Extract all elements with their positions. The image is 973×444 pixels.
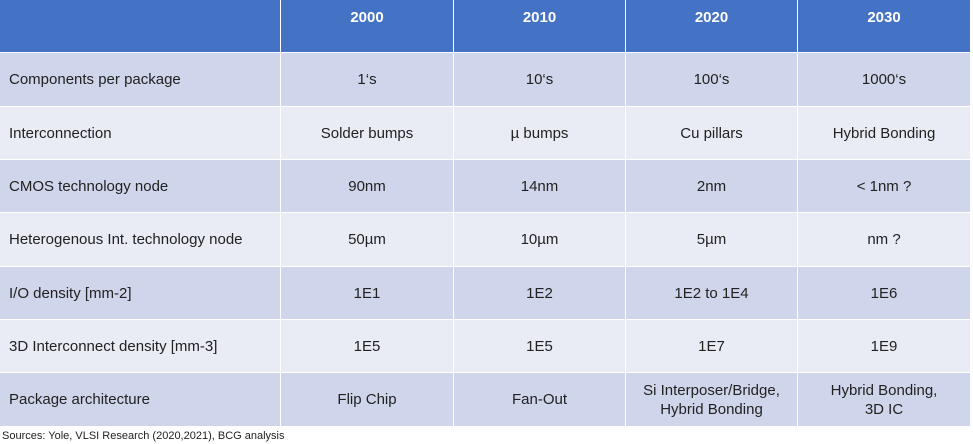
table-cell: 1E1 (281, 267, 453, 319)
header-cell: 2010 (454, 0, 625, 52)
table-cell: 1E5 (454, 320, 625, 372)
table-cell: Flip Chip (281, 373, 453, 426)
table-cell: 1E7 (626, 320, 797, 372)
table-cell: 1E2 to 1E4 (626, 267, 797, 319)
table-cell: 1E2 (454, 267, 625, 319)
table-cell: µ bumps (454, 107, 625, 159)
table-cell: nm ? (798, 213, 970, 266)
row-label: Heterogenous Int. technology node (0, 213, 280, 266)
table-cell: 50µm (281, 213, 453, 266)
table-cell: 90nm (281, 160, 453, 212)
table-cell: 1‘s (281, 53, 453, 106)
table-cell: 10µm (454, 213, 625, 266)
row-label: Components per package (0, 53, 280, 106)
row-label: CMOS technology node (0, 160, 280, 212)
table-cell: 5µm (626, 213, 797, 266)
table-cell: Hybrid Bonding (798, 107, 970, 159)
footnote: Sources: Yole, VLSI Research (2020,2021)… (2, 430, 285, 442)
table-cell: < 1nm ? (798, 160, 970, 212)
row-label: 3D Interconnect density [mm-3] (0, 320, 280, 372)
table-cell: Cu pillars (626, 107, 797, 159)
table-cell: 2nm (626, 160, 797, 212)
table-cell: 1E5 (281, 320, 453, 372)
table-cell: Fan-Out (454, 373, 625, 426)
table-cell: 1000‘s (798, 53, 970, 106)
table-cell: 10‘s (454, 53, 625, 106)
header-cell: 2030 (798, 0, 970, 52)
row-label: I/O density [mm-2] (0, 267, 280, 319)
header-corner (0, 0, 280, 52)
table-cell: Solder bumps (281, 107, 453, 159)
table-cell: 1E6 (798, 267, 970, 319)
table-cell: 14nm (454, 160, 625, 212)
header-cell: 2000 (281, 0, 453, 52)
table-cell: Hybrid Bonding, 3D IC (798, 373, 970, 426)
row-label: Interconnection (0, 107, 280, 159)
row-label: Package architecture (0, 373, 280, 426)
table-cell: 100‘s (626, 53, 797, 106)
table-cell: Si Interposer/Bridge, Hybrid Bonding (626, 373, 797, 426)
header-cell: 2020 (626, 0, 797, 52)
table-cell: 1E9 (798, 320, 970, 372)
